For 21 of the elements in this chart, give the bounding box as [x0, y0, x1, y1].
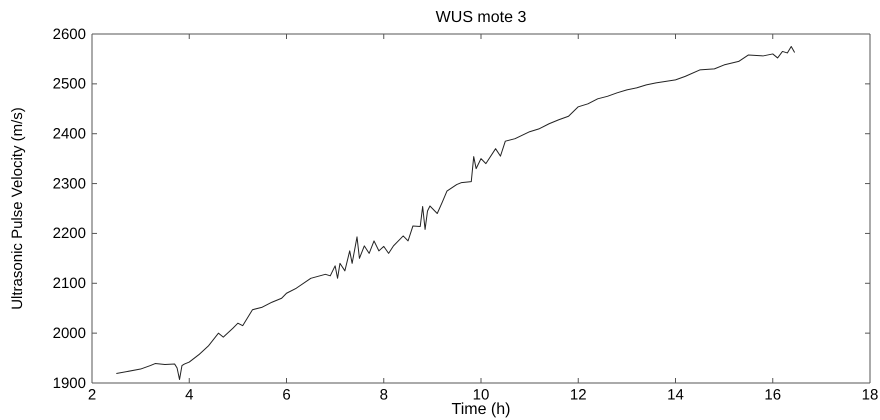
y-tick-label: 2000: [52, 324, 86, 342]
y-tick-label: 2100: [52, 275, 86, 292]
y-tick-label: 2400: [52, 126, 86, 143]
x-tick-label: 2: [88, 386, 96, 404]
x-tick-label: 12: [570, 386, 587, 404]
x-tick-label: 4: [185, 386, 194, 404]
line-series: [116, 46, 796, 380]
x-tick-label: 10: [472, 386, 490, 404]
x-tick-label: 18: [862, 386, 878, 404]
y-tick-label: 1900: [52, 374, 86, 392]
y-tick-label: 2300: [52, 175, 86, 192]
y-tick-label: 2600: [52, 26, 86, 43]
x-tick-label: 14: [667, 386, 684, 404]
x-tick-label: 8: [380, 386, 388, 404]
x-tick-label: 6: [282, 386, 291, 404]
y-tick-label: 2500: [52, 76, 86, 93]
y-tick-label: 2200: [52, 225, 86, 242]
x-axis-title: Time (h): [452, 401, 510, 418]
chart-title: WUS mote 3: [436, 9, 526, 26]
x-tick-label: 16: [764, 386, 782, 404]
y-axis-title: Ultrasonic Pulse Velocity (m/s): [9, 107, 26, 310]
